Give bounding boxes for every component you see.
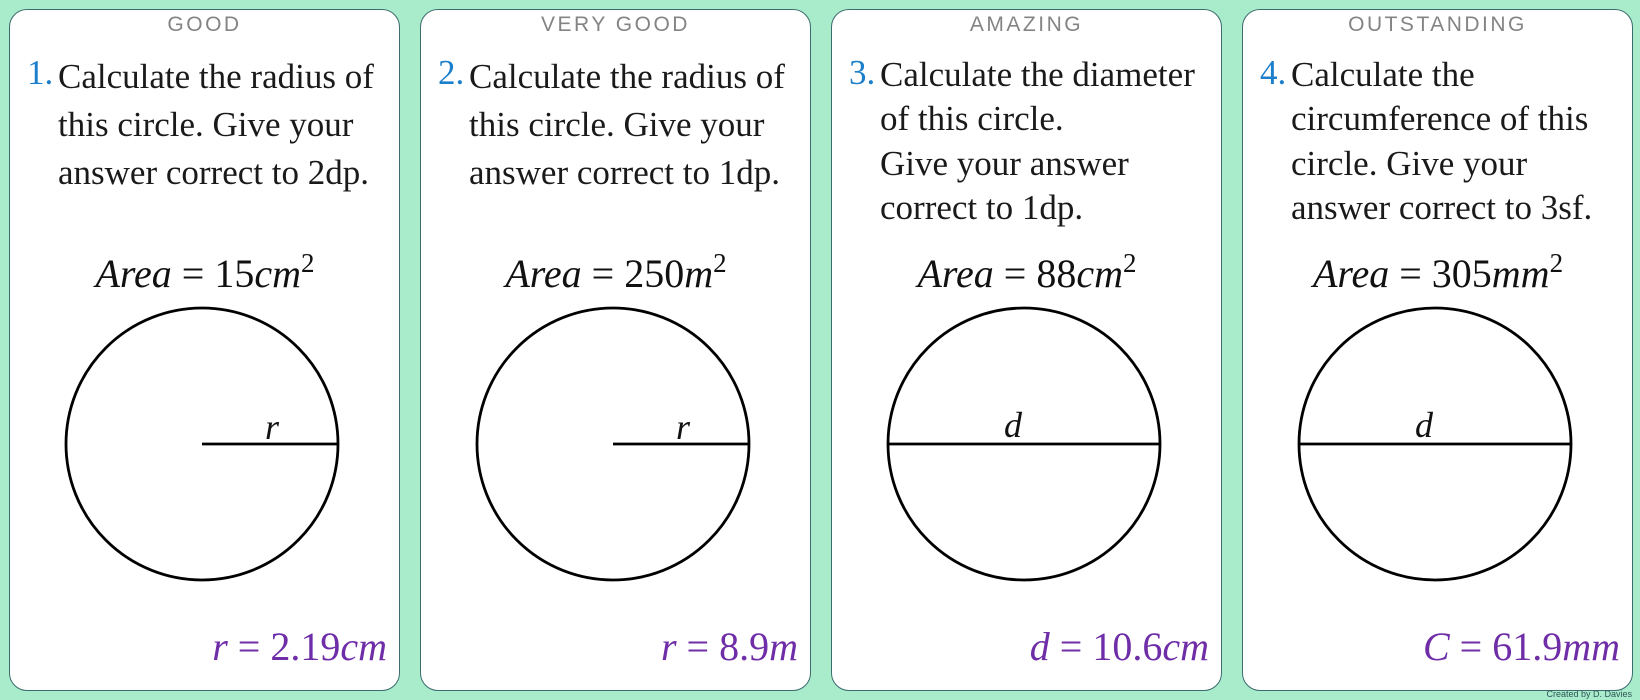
svg-text:r: r [676, 407, 691, 447]
svg-text:Area = 250m2: Area = 250m2 [502, 248, 726, 296]
svg-text:Area = 305mm2: Area = 305mm2 [1310, 248, 1563, 296]
svg-text:Area = 15cm2: Area = 15cm2 [93, 248, 315, 296]
svg-text:d: d [1004, 405, 1023, 445]
svg-text:r: r [265, 407, 280, 447]
svg-text:d: d [1415, 405, 1434, 445]
svg-text:Area = 88cm2: Area = 88cm2 [915, 248, 1137, 296]
